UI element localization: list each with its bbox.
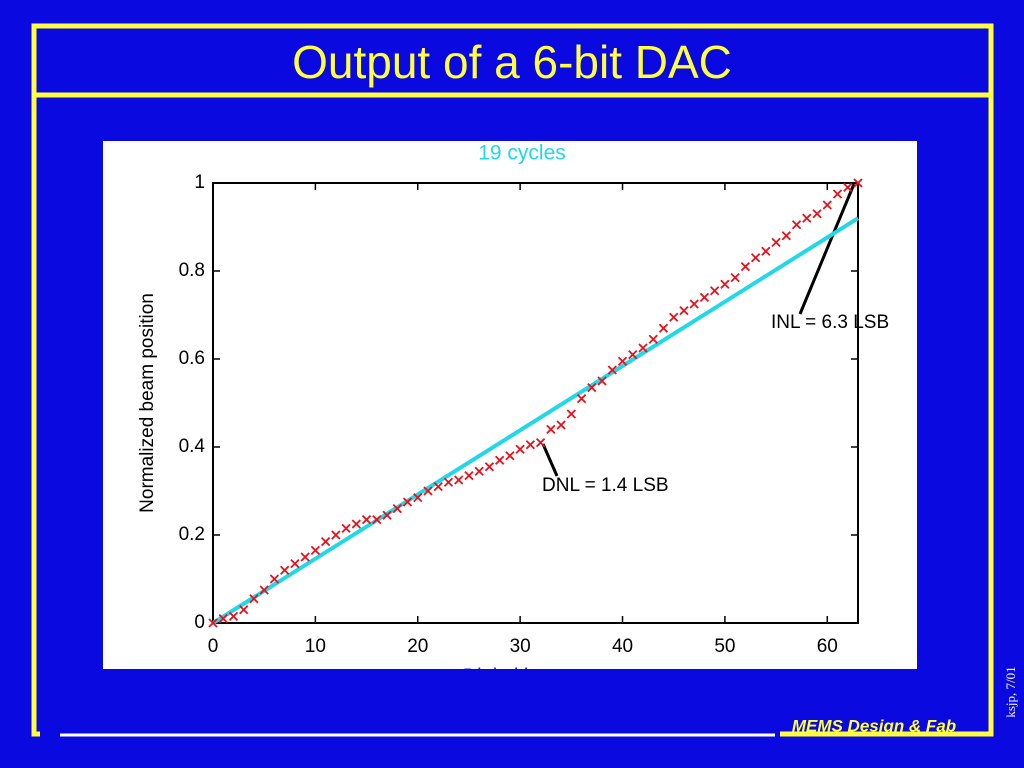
data-point: [699, 292, 710, 303]
data-point: [239, 605, 249, 615]
data-point: [566, 409, 576, 419]
data-point: [484, 462, 495, 472]
inl-pointer: [798, 183, 856, 315]
data-point: [546, 424, 556, 435]
chart-area: [103, 141, 917, 669]
chart-title: 19 cycles: [478, 142, 566, 165]
data-point: [791, 220, 802, 230]
fit-line: [211, 216, 860, 625]
data-point: [515, 444, 525, 454]
data-point: [454, 475, 464, 485]
y-tick-label: 1: [194, 172, 205, 193]
data-point: [853, 178, 863, 188]
y-tick-label: 0.2: [179, 524, 205, 545]
data-point: [730, 272, 740, 283]
data-point: [658, 323, 669, 333]
y-tick-label: 0: [194, 612, 205, 633]
data-point: [587, 382, 597, 393]
x-tick-label: 40: [612, 636, 633, 657]
data-point: [392, 503, 402, 514]
chart: 19 cycles Digital input Normalized beam …: [137, 142, 889, 687]
data-point: [576, 393, 587, 404]
x-tick-label: 50: [714, 636, 735, 657]
data-point: [208, 618, 218, 628]
data-point: [320, 536, 331, 547]
footer: MEMS Design & Fab: [792, 716, 956, 735]
data-point: [413, 492, 423, 503]
data-point: [556, 420, 566, 430]
data-point: [679, 305, 689, 316]
data-point: [648, 334, 658, 344]
side-note: ksjp, 7/01: [1003, 666, 1018, 717]
data-point: [310, 545, 321, 556]
x-tick-label: 20: [407, 636, 428, 657]
data-point: [638, 343, 648, 353]
data-point: [822, 200, 832, 210]
data-point: [607, 365, 617, 375]
y-tick-label: 0.6: [179, 348, 205, 369]
data-point: [771, 237, 781, 248]
x-tick-label: 0: [208, 636, 219, 657]
data-point: [597, 376, 607, 386]
y-tick-label: 0.8: [179, 260, 205, 281]
x-tick-label: 30: [510, 636, 531, 657]
data-point: [832, 189, 843, 199]
data-point: [464, 470, 474, 481]
data-point: [341, 523, 351, 534]
data-point: [617, 356, 628, 366]
y-tick-label: 0.4: [179, 436, 206, 457]
slide-title: Output of a 6-bit DAC: [292, 36, 732, 88]
data-point: [331, 530, 341, 540]
data-point: [474, 466, 484, 476]
data-point: [505, 451, 515, 461]
data-point: [843, 182, 853, 193]
data-point: [351, 519, 361, 529]
data-point: [740, 261, 751, 272]
annotation: INL = 6.3 LSB: [771, 312, 889, 333]
x-tick-label: 10: [305, 636, 326, 657]
data-point: [218, 613, 228, 624]
data-point: [812, 209, 822, 219]
data-point: [269, 574, 280, 584]
data-point: [761, 246, 771, 256]
data-point: [720, 279, 730, 289]
data-point: [710, 286, 720, 296]
data-point: [280, 565, 290, 575]
data-point: [228, 611, 239, 622]
y-axis-label: Normalized beam position: [137, 293, 158, 513]
data-point: [290, 558, 300, 569]
data-point: [433, 481, 443, 492]
data-point: [372, 514, 382, 525]
data-point: [259, 585, 269, 595]
data-point: [443, 477, 454, 487]
data-point: [495, 455, 505, 465]
data-point: [402, 497, 413, 507]
data-point: [628, 349, 638, 360]
data-point: [525, 440, 536, 450]
x-axis-label: Digital input: [463, 665, 568, 687]
data-point: [750, 253, 761, 263]
data-point: [249, 594, 259, 604]
annotation: DNL = 1.4 LSB: [542, 475, 669, 496]
x-tick-label: 60: [817, 636, 838, 657]
data-point: [689, 299, 699, 309]
data-point: [300, 552, 310, 562]
data-point: [802, 213, 812, 223]
data-point: [361, 514, 372, 525]
data-point: [535, 437, 546, 448]
data-point: [781, 231, 791, 241]
data-point: [382, 510, 392, 520]
dnl-pointer: [541, 443, 559, 477]
plot-frame: [212, 182, 859, 624]
data-point: [669, 312, 679, 322]
data-point: [423, 486, 433, 496]
